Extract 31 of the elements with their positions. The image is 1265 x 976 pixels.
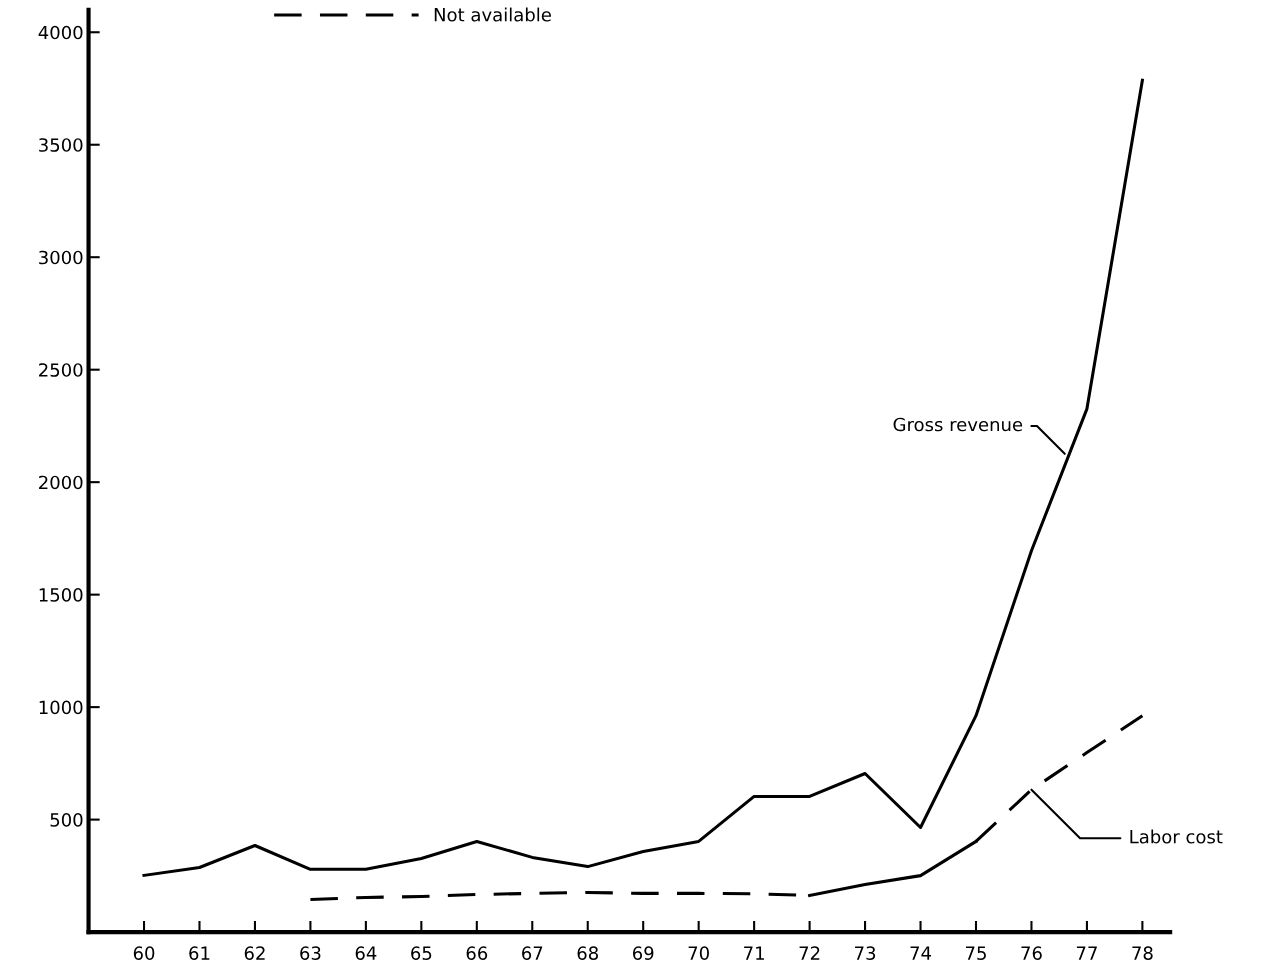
text: Not available: [434, 7, 551, 22]
x-tick-label: 77: [1076, 946, 1097, 960]
y-tick-label: 2000: [39, 475, 83, 490]
x-tick-label: 67: [522, 946, 543, 960]
x-tick-label: 78: [1132, 946, 1153, 960]
y-tick-label: 1000: [39, 700, 83, 715]
y-tick-label: 2500: [39, 363, 83, 377]
x-tick-label: 75: [965, 946, 986, 960]
x-tick-label: 65: [411, 946, 432, 960]
x-tick-label: 71: [744, 946, 764, 960]
x-tick-label: 64: [355, 946, 377, 960]
y-tick-label: 500: [50, 813, 83, 827]
x-tick-label: 70: [688, 946, 709, 960]
y-tick-label: 3500: [39, 138, 83, 152]
x-tick-label: 60: [133, 946, 155, 960]
annotation: Gross revenue: [893, 417, 1023, 432]
x-tick-label: 69: [632, 946, 654, 960]
x-tick-label: 76: [1021, 946, 1042, 960]
x-tick-label: 74: [910, 946, 932, 960]
x-tick-label: 66: [466, 946, 488, 960]
x-tick-label: 68: [577, 946, 598, 960]
annotation: Labor cost: [1130, 829, 1223, 844]
y-tick-label: 4000: [38, 25, 83, 40]
line-series: [808, 839, 978, 897]
y-tick-label: 3000: [39, 250, 83, 265]
x-tick-label: 73: [855, 946, 876, 960]
y-tick-label: 1500: [39, 588, 83, 602]
x-tick-label: 62: [244, 946, 265, 960]
x-tick-label: 63: [300, 946, 321, 960]
x-tick-label: 61: [189, 946, 210, 960]
x-tick-label: 72: [799, 946, 820, 960]
